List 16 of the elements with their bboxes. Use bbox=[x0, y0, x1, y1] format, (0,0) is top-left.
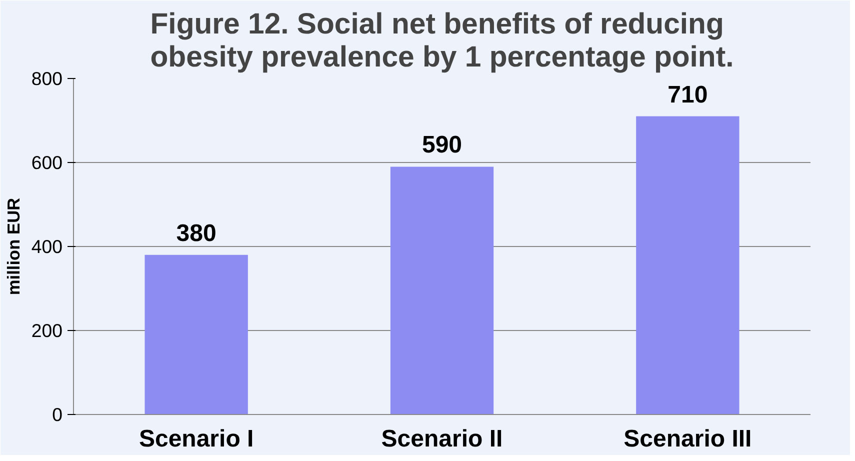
y-tick-label: 800 bbox=[31, 68, 63, 89]
data-label: 710 bbox=[668, 81, 708, 108]
y-tick-label: 600 bbox=[31, 152, 63, 173]
y-tick-label: 400 bbox=[31, 236, 63, 257]
bar bbox=[390, 166, 494, 414]
y-axis-title: million EUR bbox=[3, 197, 24, 296]
bar bbox=[144, 254, 248, 414]
data-label: 590 bbox=[422, 132, 462, 159]
x-tick-label: Scenario II bbox=[381, 426, 503, 452]
x-tick-label: Scenario III bbox=[624, 426, 752, 452]
y-tick-label: 0 bbox=[52, 404, 63, 425]
chart-title: Figure 12. Social net benefits of reducing obesity prevalence by 1 percentage point. bbox=[150, 8, 734, 74]
bar bbox=[636, 116, 740, 414]
y-tick-label: 200 bbox=[31, 320, 63, 341]
data-label: 380 bbox=[176, 220, 216, 247]
x-tick-label: Scenario I bbox=[138, 426, 254, 452]
